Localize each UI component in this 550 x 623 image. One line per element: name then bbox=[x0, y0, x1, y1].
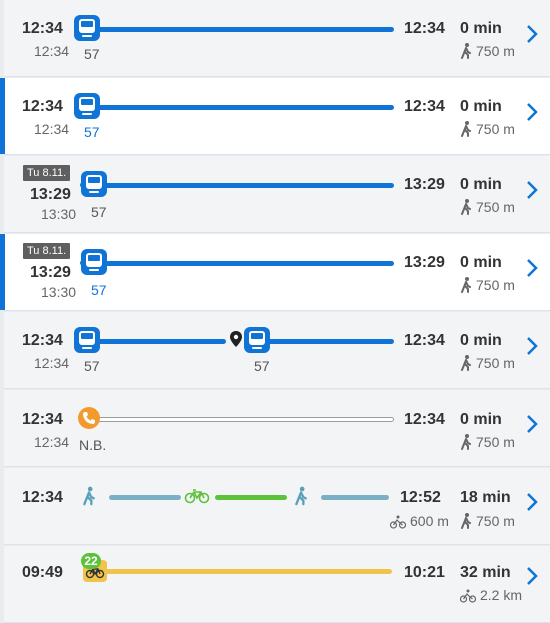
phone-icon bbox=[78, 407, 100, 429]
departure-time: 12:34 bbox=[22, 489, 63, 506]
departure-time: 12:34 bbox=[22, 98, 63, 115]
bus-icon bbox=[81, 249, 107, 275]
bus-leg-bar-1 bbox=[78, 339, 226, 344]
walk-icon bbox=[295, 486, 307, 506]
scheduled-departure: 13:30 bbox=[41, 284, 77, 300]
route-number: 57 bbox=[84, 124, 100, 140]
chevron-right-icon[interactable] bbox=[526, 24, 538, 44]
itinerary-row[interactable]: 12:34 12:34 57 57 12:34 0 min 750 m bbox=[4, 312, 550, 389]
bike-distance: 600 m bbox=[389, 513, 449, 529]
bus-icon bbox=[74, 93, 100, 119]
route-number-1: 57 bbox=[84, 358, 100, 374]
arrival-time: 12:52 bbox=[400, 489, 441, 506]
duration: 0 min bbox=[460, 98, 502, 115]
walk-icon bbox=[461, 513, 471, 529]
bus-icon bbox=[244, 327, 270, 353]
chevron-right-icon[interactable] bbox=[526, 336, 538, 356]
bus-icon bbox=[74, 327, 100, 353]
chevron-right-icon[interactable] bbox=[526, 180, 538, 200]
itinerary-row-selected[interactable]: Tu 8.11. 13:29 13:30 57 13:29 0 min 750 … bbox=[0, 234, 550, 311]
bicycle-icon bbox=[184, 489, 210, 504]
location-pin-icon bbox=[230, 331, 242, 347]
bicycle-icon bbox=[459, 589, 477, 603]
route-number: 57 bbox=[91, 204, 107, 220]
route-number: 57 bbox=[84, 46, 100, 62]
arrival-time: 12:34 bbox=[404, 98, 445, 115]
walk-distance: 750 m bbox=[460, 434, 515, 450]
bicycle-icon bbox=[389, 515, 407, 529]
route-number: N.B. bbox=[79, 437, 107, 453]
walk-icon bbox=[461, 355, 471, 371]
scheduled-departure: 12:34 bbox=[34, 434, 70, 450]
itinerary-row[interactable]: 12:34 12:52 18 min 600 m 750 m bbox=[4, 468, 550, 545]
walk-icon bbox=[461, 199, 471, 215]
departure-time: 12:34 bbox=[22, 332, 63, 349]
departure-time: 09:49 bbox=[22, 564, 63, 581]
chevron-right-icon[interactable] bbox=[526, 414, 538, 434]
duration: 0 min bbox=[460, 411, 502, 428]
bus-leg-bar bbox=[78, 105, 394, 110]
walk-distance: 750 m bbox=[460, 277, 515, 293]
departure-time: 12:34 bbox=[22, 20, 63, 37]
duration: 18 min bbox=[460, 489, 511, 506]
bus-leg-bar-2 bbox=[246, 339, 394, 344]
walk-leg-bar bbox=[321, 495, 389, 500]
departure-time: 13:29 bbox=[30, 264, 71, 281]
chevron-right-icon[interactable] bbox=[526, 566, 538, 586]
bus-leg-bar bbox=[78, 27, 394, 32]
itinerary-row[interactable]: Tu 8.11. 13:29 13:30 57 13:29 0 min 750 … bbox=[4, 156, 550, 233]
chevron-right-icon[interactable] bbox=[526, 258, 538, 278]
duration: 0 min bbox=[460, 254, 502, 271]
arrival-time: 13:29 bbox=[404, 254, 445, 271]
walk-icon bbox=[461, 43, 471, 59]
walk-distance: 750 m bbox=[460, 355, 515, 371]
departure-time: 13:29 bbox=[30, 186, 71, 203]
route-number-2: 57 bbox=[254, 358, 270, 374]
arrival-time: 10:21 bbox=[404, 564, 445, 581]
duration: 32 min bbox=[460, 564, 511, 581]
date-badge: Tu 8.11. bbox=[23, 165, 71, 181]
walk-icon bbox=[83, 486, 95, 506]
call-leg-bar bbox=[86, 417, 394, 422]
itinerary-row[interactable]: 12:34 12:34 N.B. 12:34 0 min 750 m bbox=[4, 390, 550, 467]
itinerary-row[interactable]: 09:49 22 10:21 32 min 2.2 km bbox=[4, 546, 550, 623]
itinerary-row-selected[interactable]: 12:34 12:34 57 12:34 0 min 750 m bbox=[0, 78, 550, 155]
departure-time: 12:34 bbox=[22, 411, 63, 428]
itinerary-row[interactable]: 12:34 12:34 57 12:34 0 min 750 m bbox=[4, 0, 550, 77]
date-badge: Tu 8.11. bbox=[23, 243, 71, 259]
arrival-time: 12:34 bbox=[404, 411, 445, 428]
walk-distance: 750 m bbox=[460, 513, 515, 529]
citybike-leg-bar bbox=[94, 569, 392, 574]
bike-availability-badge: 22 bbox=[81, 553, 101, 569]
bus-leg-bar bbox=[84, 261, 394, 266]
chevron-right-icon[interactable] bbox=[526, 492, 538, 512]
scheduled-departure: 12:34 bbox=[34, 121, 70, 137]
walk-icon bbox=[461, 277, 471, 293]
bus-icon bbox=[81, 171, 107, 197]
chevron-right-icon[interactable] bbox=[526, 102, 538, 122]
walk-icon bbox=[461, 121, 471, 137]
scheduled-departure: 13:30 bbox=[41, 206, 77, 222]
bus-icon bbox=[74, 15, 100, 41]
duration: 0 min bbox=[460, 332, 502, 349]
walk-leg-bar bbox=[109, 495, 181, 500]
walk-icon bbox=[461, 434, 471, 450]
duration: 0 min bbox=[460, 176, 502, 193]
bike-distance: 2.2 km bbox=[459, 587, 522, 603]
duration: 0 min bbox=[460, 20, 502, 37]
arrival-time: 12:34 bbox=[404, 20, 445, 37]
bus-leg-bar bbox=[84, 183, 394, 188]
arrival-time: 12:34 bbox=[404, 332, 445, 349]
scheduled-departure: 12:34 bbox=[34, 355, 70, 371]
bike-leg-bar bbox=[215, 495, 287, 500]
scheduled-departure: 12:34 bbox=[34, 43, 70, 59]
route-number: 57 bbox=[91, 282, 107, 298]
walk-distance: 750 m bbox=[460, 121, 515, 137]
walk-distance: 750 m bbox=[460, 199, 515, 215]
arrival-time: 13:29 bbox=[404, 176, 445, 193]
walk-distance: 750 m bbox=[460, 43, 515, 59]
